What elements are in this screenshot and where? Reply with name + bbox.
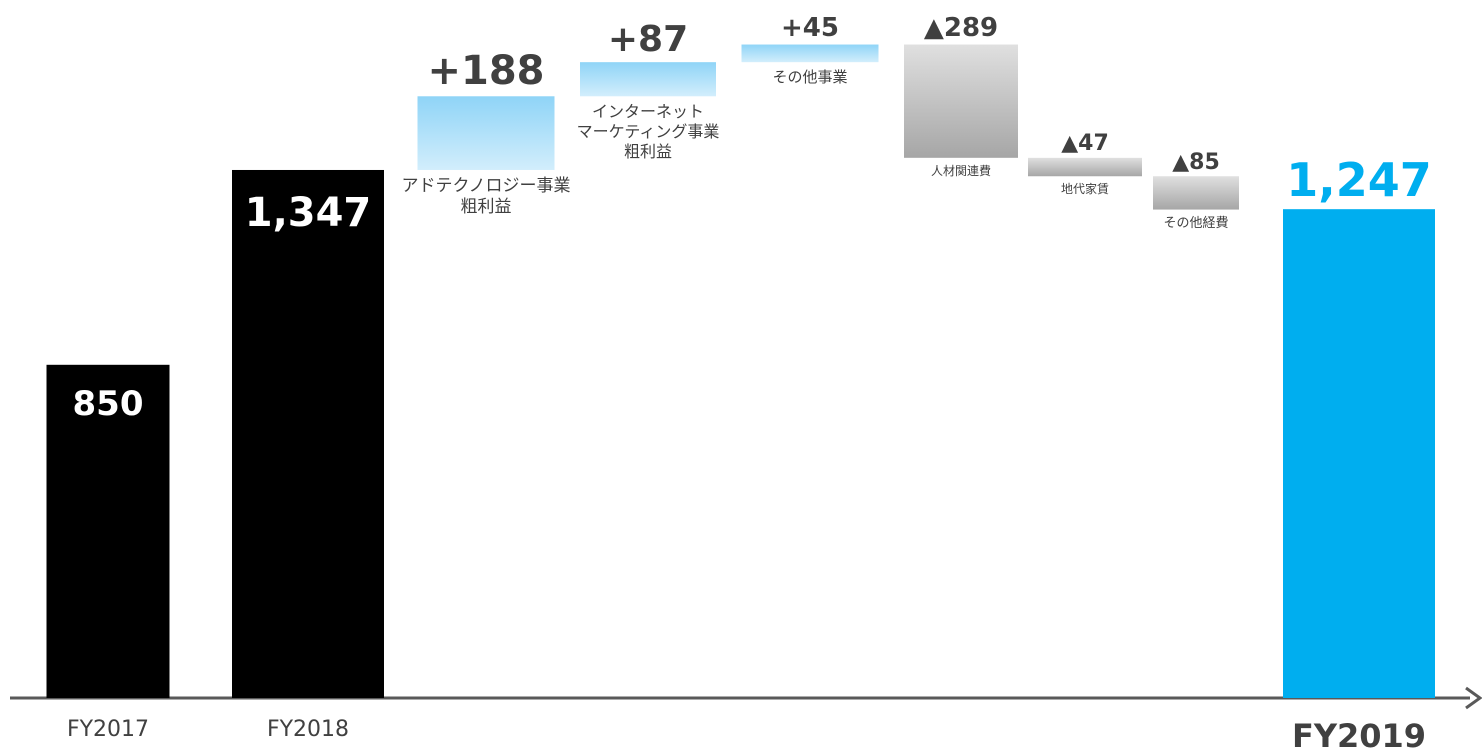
category-label: その他事業 xyxy=(772,68,848,87)
bar xyxy=(417,96,555,170)
bar xyxy=(46,364,170,698)
bar xyxy=(1283,209,1435,698)
category-label: インターネット マーケティング事業 粗利益 xyxy=(576,102,720,162)
value-label: 850 xyxy=(72,383,144,424)
x-tick-label: FY2018 xyxy=(266,717,350,742)
value-label: ▲85 xyxy=(1172,149,1220,175)
bar xyxy=(1028,157,1142,177)
value-label: ▲47 xyxy=(1061,131,1109,157)
x-tick-label: FY2019 xyxy=(1291,717,1427,755)
category-label: その他経費 xyxy=(1163,215,1229,231)
value-label: +87 xyxy=(607,19,689,61)
bar xyxy=(232,169,384,698)
category-label: アドテクノロジー事業 粗利益 xyxy=(401,175,571,218)
value-label: 1,347 xyxy=(244,189,372,236)
bar xyxy=(1153,176,1239,210)
bar xyxy=(904,44,1018,158)
value-label: 1,247 xyxy=(1286,152,1432,207)
x-tick-label: FY2017 xyxy=(66,717,150,742)
bar xyxy=(580,62,716,97)
category-label: 人材関連費 xyxy=(930,163,992,178)
value-label: +45 xyxy=(781,13,839,44)
category-label: 地代家賃 xyxy=(1060,182,1110,197)
axis-arrow xyxy=(1465,686,1482,710)
value-label: +188 xyxy=(427,48,545,95)
value-label: ▲289 xyxy=(923,13,999,44)
bar xyxy=(741,44,879,63)
